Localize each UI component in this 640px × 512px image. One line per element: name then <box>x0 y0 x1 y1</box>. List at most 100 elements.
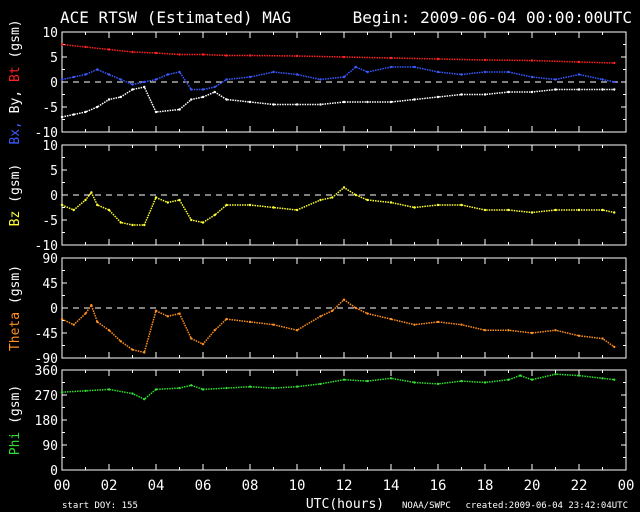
data-point-by <box>143 85 146 89</box>
data-point-bz <box>90 191 93 194</box>
data-point-bz <box>272 206 275 209</box>
data-point-by <box>530 90 534 94</box>
y-axis-label: Theta (gsm) <box>8 265 23 351</box>
data-point-theta <box>436 320 440 324</box>
data-point-bx <box>342 75 346 79</box>
data-point-by <box>366 100 369 104</box>
data-point-bz <box>166 201 169 204</box>
data-point-by <box>178 108 181 111</box>
data-point-by <box>460 93 463 96</box>
data-point-by <box>131 88 134 91</box>
data-point-phi <box>342 378 346 381</box>
data-point-bz <box>319 198 322 202</box>
data-point-bt <box>201 53 205 56</box>
y-label-part: Bx, <box>8 121 23 144</box>
data-point-bz <box>577 208 581 212</box>
data-point-bz <box>413 206 416 209</box>
x-axis-label: UTC(hours) <box>306 497 384 512</box>
data-point-bz <box>554 208 557 212</box>
data-point-by <box>342 100 346 104</box>
data-point-theta <box>90 304 93 307</box>
data-point-by <box>413 98 416 101</box>
data-point-bz <box>354 193 357 197</box>
data-point-phi <box>507 378 510 381</box>
data-point-bx <box>577 73 581 76</box>
data-point-theta <box>60 317 64 321</box>
panel-frame <box>61 144 627 246</box>
y-label-part: Bt <box>8 66 23 89</box>
data-point-theta <box>413 323 416 326</box>
data-point-by <box>201 95 205 99</box>
y-tick-label: 90 <box>42 439 58 454</box>
data-point-bz <box>60 203 64 207</box>
data-point-phi <box>389 377 393 380</box>
data-point-bx <box>554 78 557 81</box>
data-point-theta <box>248 320 252 324</box>
x-tick-label: 08 <box>242 478 259 494</box>
data-point-theta <box>354 306 357 310</box>
data-point-bx <box>72 75 75 79</box>
data-point-bx <box>460 73 463 76</box>
y-tick-label: -10 <box>35 126 58 141</box>
data-point-phi <box>107 388 111 391</box>
data-point-by <box>483 93 487 96</box>
data-point-bt <box>107 48 111 51</box>
data-point-by <box>96 105 99 109</box>
data-point-bt <box>342 55 346 59</box>
y-label-part: (gsm) <box>8 385 23 432</box>
data-point-bx <box>295 73 299 76</box>
data-point-phi <box>225 386 228 390</box>
data-point-theta <box>507 329 510 332</box>
data-point-bx <box>530 75 534 79</box>
data-point-bt <box>178 53 181 56</box>
data-point-by <box>119 95 122 99</box>
created-time: created:2009-06-04 23:42:04UTC <box>465 501 628 511</box>
data-point-by <box>107 98 111 101</box>
data-point-phi <box>178 386 181 390</box>
data-point-bt <box>577 60 581 64</box>
data-point-phi <box>60 391 64 394</box>
y-label-part: (gsm) <box>8 265 23 312</box>
series-bz <box>61 186 615 226</box>
data-point-phi <box>154 388 158 391</box>
data-point-theta <box>131 348 134 351</box>
x-tick-labels: 00 02 04 06 08 10 12 14 16 18 20 22 00 <box>54 478 635 494</box>
data-point-theta <box>601 337 604 340</box>
data-point-bx <box>178 70 181 74</box>
x-tick-label: 18 <box>477 478 494 494</box>
data-point-theta <box>295 329 299 332</box>
data-point-phi <box>554 372 557 376</box>
data-point-theta <box>577 334 581 337</box>
data-point-bt <box>60 43 64 46</box>
y-label-part: Theta <box>8 312 23 351</box>
data-point-bx <box>413 65 416 69</box>
data-point-theta <box>483 329 487 332</box>
data-point-theta <box>613 345 616 349</box>
data-point-bx <box>60 78 64 81</box>
data-point-bz <box>507 208 510 212</box>
data-point-by <box>84 110 87 114</box>
data-point-bz <box>389 201 393 204</box>
x-tick-label: 20 <box>524 478 541 494</box>
data-point-by <box>601 88 604 91</box>
y-tick-label: 0 <box>50 76 58 91</box>
panels: -10 -5 0 5 10 Bx, By, Bt (gsm) -10 -5 0 5 10 Bz (gs… <box>8 19 627 479</box>
data-point-by <box>213 90 216 94</box>
data-point-bz <box>366 198 369 202</box>
data-point-phi <box>131 392 134 395</box>
data-point-bz <box>460 203 463 207</box>
y-label-part: (gsm) <box>8 19 23 66</box>
data-point-bt <box>295 54 299 58</box>
y-axis-label: Bz (gsm) <box>8 164 23 227</box>
data-point-phi <box>613 378 616 381</box>
data-point-bx <box>601 78 604 81</box>
data-point-by <box>295 103 299 106</box>
data-point-theta <box>225 317 228 321</box>
data-point-theta <box>331 309 334 312</box>
y-tick-label: -90 <box>35 352 58 367</box>
y-label-part: By, <box>8 90 23 121</box>
data-point-bt <box>483 58 487 62</box>
data-point-phi <box>601 377 604 380</box>
data-point-bx <box>213 85 216 89</box>
data-point-bx <box>166 73 169 76</box>
